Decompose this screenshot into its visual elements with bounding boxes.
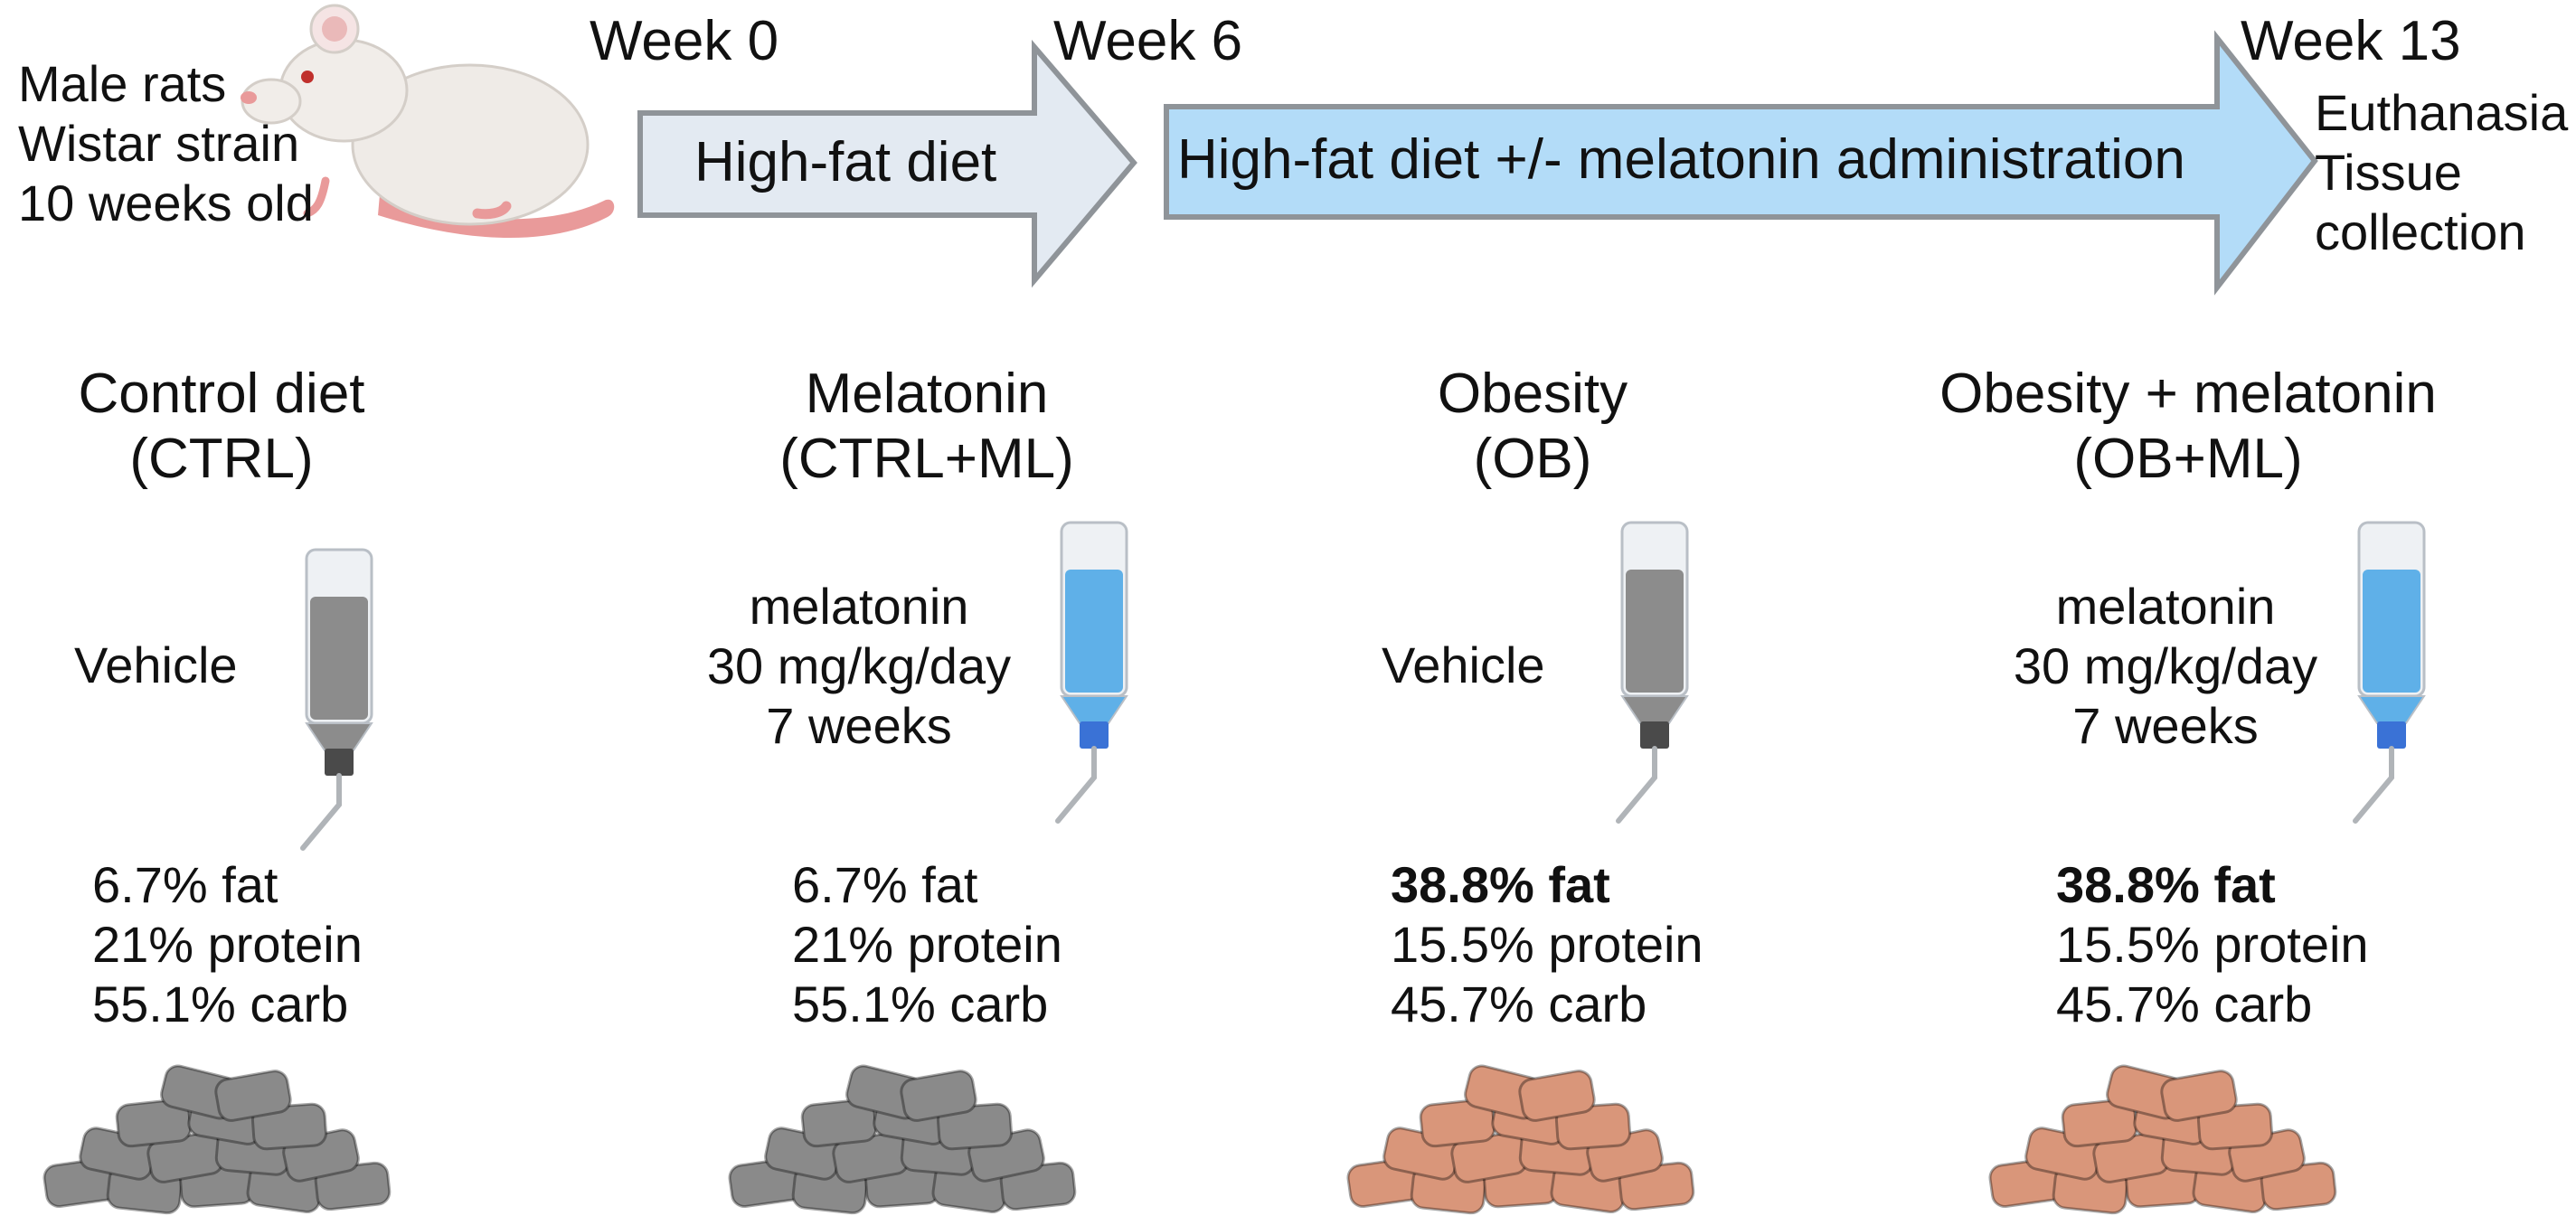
subject-sex-line: Male rats: [18, 55, 227, 112]
bottle-sipper: [1055, 746, 1097, 824]
group-ctrl-carb: 55.1% carb: [92, 976, 349, 1032]
subject-description: Male rats Wistar strain 10 weeks old: [18, 54, 314, 233]
bottle-sipper: [1616, 746, 1657, 824]
bottle-sipper: [2353, 746, 2394, 824]
chow-pellet: [214, 1070, 292, 1122]
collection-label: collection: [2315, 203, 2526, 260]
bottle-neck: [1620, 695, 1689, 724]
rat-hind-paw: [472, 201, 512, 220]
week-0-label: Week 0: [590, 10, 779, 72]
bottle-neck: [2357, 695, 2426, 724]
group-ob-diet: 38.8% fat 15.5% protein 45.7% carb: [1391, 855, 1703, 1034]
phase1-arrow: [637, 39, 1137, 288]
week-13-label: Week 13: [2241, 10, 2461, 72]
group-ctrl-title: Control diet (CTRL): [18, 362, 425, 492]
chow-pellet: [900, 1070, 977, 1122]
group-ctrl-protein: 21% protein: [92, 916, 363, 973]
group-ob-ml-dosage: 30 mg/kg/day: [2013, 637, 2318, 694]
group-ctrl-ml-protein: 21% protein: [792, 916, 1062, 973]
bottle-cap: [2377, 721, 2406, 749]
bottle-liquid: [310, 597, 368, 720]
bottle-cap: [325, 749, 354, 776]
group-ob-ml-fat: 38.8% fat: [2056, 856, 2276, 913]
rat-illustration: [241, 4, 615, 239]
rat-tail: [378, 194, 615, 239]
group-ctrl-fat: 6.7% fat: [92, 856, 278, 913]
group-ob-ml-dose: melatonin 30 mg/kg/day 7 weeks: [1976, 577, 2355, 756]
water-bottle-vehicle: [300, 548, 373, 851]
group-ob-ml-agent: melatonin: [2055, 578, 2276, 635]
water-bottle-vehicle: [1616, 521, 1689, 824]
euthanasia-label: Euthanasia: [2315, 84, 2569, 141]
chow-pile-hfd: [1346, 1064, 1695, 1215]
phase2-label: High-fat diet +/- melatonin administrati…: [1177, 128, 2185, 191]
bottle-liquid: [1626, 570, 1684, 693]
bottle-liquid: [1065, 570, 1123, 693]
phase2-arrow: [1164, 30, 2318, 296]
group-ob-ml-name: Obesity + melatonin: [1939, 363, 2437, 425]
group-ob-protein: 15.5% protein: [1391, 916, 1703, 973]
chow-pile-control: [42, 1064, 392, 1215]
tissue-label: Tissue: [2315, 144, 2462, 201]
group-ctrl-ml-carb: 55.1% carb: [792, 976, 1049, 1032]
group-ctrl-diet: 6.7% fat 21% protein 55.1% carb: [92, 855, 363, 1034]
group-ob-ml-code: (OB+ML): [2073, 428, 2303, 490]
subject-age-line: 10 weeks old: [18, 174, 314, 231]
water-bottle-melatonin: [1055, 521, 1128, 824]
rat-front-paw: [303, 176, 330, 218]
chow-pellet: [1518, 1070, 1596, 1122]
group-ob-carb: 45.7% carb: [1391, 976, 1647, 1032]
water-bottle-melatonin: [2353, 521, 2426, 824]
endpoint-steps: Euthanasia Tissue collection: [2315, 83, 2568, 262]
group-ob-title: Obesity (OB): [1329, 362, 1736, 492]
group-ob-dose: Vehicle: [1382, 636, 1545, 695]
group-ctrl-ml-dose: melatonin 30 mg/kg/day 7 weeks: [669, 577, 1049, 756]
chow-pile-control: [728, 1064, 1077, 1215]
group-ctrl-vehicle-label: Vehicle: [74, 636, 238, 693]
group-ctrl-ml-dosage: 30 mg/kg/day: [706, 637, 1012, 694]
group-ob-ml-title: Obesity + melatonin (OB+ML): [1917, 362, 2459, 492]
rat-nose: [241, 91, 257, 104]
subject-strain-line: Wistar strain: [18, 115, 300, 172]
group-ob-fat: 38.8% fat: [1391, 856, 1610, 913]
group-ctrl-ml-name: Melatonin: [805, 363, 1049, 425]
group-ctrl-ml-title: Melatonin (CTRL+ML): [723, 362, 1130, 492]
bottle-liquid: [2363, 570, 2420, 693]
group-ob-ml-carb: 45.7% carb: [2056, 976, 2313, 1032]
bottle-cap: [1080, 721, 1109, 749]
group-ctrl-dose: Vehicle: [74, 636, 238, 695]
group-ctrl-ml-code: (CTRL+ML): [779, 428, 1074, 490]
rat-body: [351, 63, 590, 226]
phase1-label: High-fat diet: [694, 131, 997, 193]
chow-pile-hfd: [1988, 1064, 2337, 1215]
group-ctrl-ml-diet: 6.7% fat 21% protein 55.1% carb: [792, 855, 1062, 1034]
group-ctrl-ml-fat: 6.7% fat: [792, 856, 978, 913]
group-ob-ml-duration: 7 weeks: [2072, 697, 2259, 754]
group-ob-ml-protein: 15.5% protein: [2056, 916, 2369, 973]
group-ctrl-name: Control diet: [78, 363, 365, 425]
group-ob-code: (OB): [1473, 428, 1592, 490]
group-ob-ml-diet: 38.8% fat 15.5% protein 45.7% carb: [2056, 855, 2369, 1034]
bottle-cap: [1640, 721, 1669, 749]
group-ctrl-ml-duration: 7 weeks: [766, 697, 952, 754]
group-ctrl-ml-agent: melatonin: [749, 578, 969, 635]
group-ctrl-code: (CTRL): [129, 428, 314, 490]
chow-pellet: [2160, 1070, 2238, 1122]
bottle-neck: [1060, 695, 1128, 724]
rat-ear-inner: [322, 16, 347, 42]
group-ob-name: Obesity: [1437, 363, 1628, 425]
rat-eye: [301, 71, 314, 83]
bottle-sipper: [300, 773, 342, 851]
week-6-label: Week 6: [1053, 10, 1243, 72]
bottle-neck: [305, 722, 373, 751]
group-ob-vehicle-label: Vehicle: [1382, 636, 1545, 693]
